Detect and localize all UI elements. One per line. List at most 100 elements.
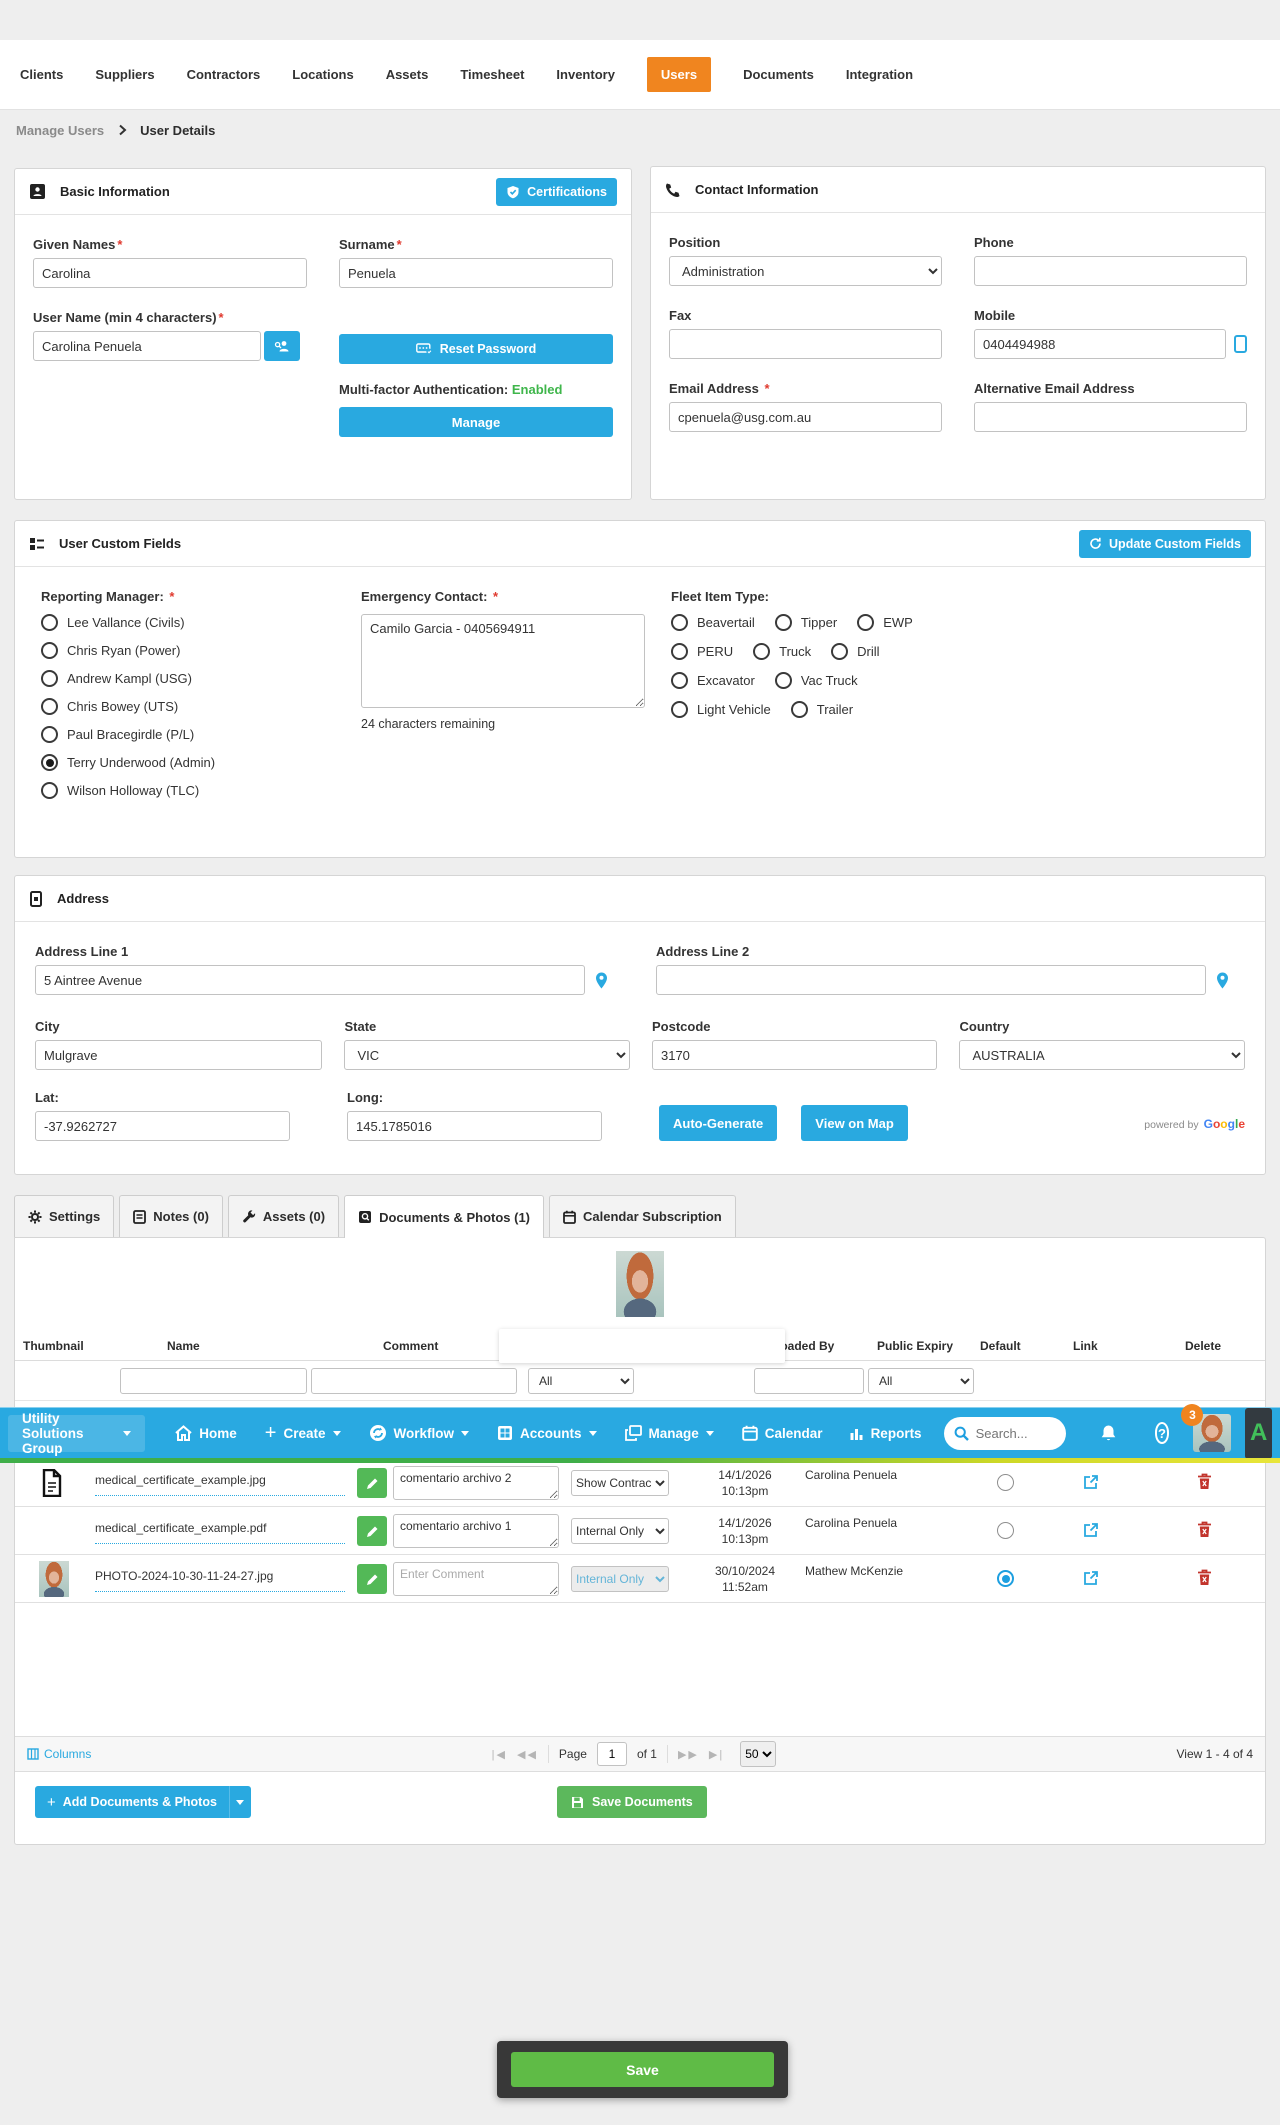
long-input[interactable]: [347, 1111, 602, 1141]
phone-input[interactable]: [974, 256, 1247, 286]
tab-inventory[interactable]: Inventory: [556, 67, 615, 82]
radio-icon[interactable]: [41, 670, 58, 687]
col-comment[interactable]: Comment: [383, 1339, 439, 1353]
radio-icon[interactable]: [671, 701, 688, 718]
external-link-icon[interactable]: [1083, 1570, 1099, 1586]
tab-notes[interactable]: Notes (0): [119, 1195, 223, 1237]
fleet-option[interactable]: Light Vehicle: [671, 701, 771, 718]
map-pin-icon[interactable]: [1216, 972, 1229, 989]
document-name[interactable]: medical_certificate_example.pdf: [95, 1521, 345, 1544]
radio-icon[interactable]: [671, 643, 688, 660]
tab-documents-photos[interactable]: Documents & Photos (1): [344, 1195, 545, 1238]
visibility-select[interactable]: Internal Only: [571, 1518, 669, 1544]
tab-locations[interactable]: Locations: [292, 67, 354, 82]
next-page-button[interactable]: ▶▶: [677, 1748, 699, 1761]
radio-icon[interactable]: [41, 782, 58, 799]
fleet-option[interactable]: Drill: [831, 643, 880, 660]
radio-icon[interactable]: [790, 701, 808, 718]
save-button[interactable]: Save: [511, 2052, 774, 2087]
first-page-button[interactable]: |◀: [491, 1748, 507, 1761]
comment-textarea[interactable]: comentario archivo 2: [393, 1466, 559, 1500]
email-input[interactable]: [669, 402, 942, 432]
external-link-icon[interactable]: [1083, 1522, 1099, 1538]
tab-suppliers[interactable]: Suppliers: [95, 67, 155, 82]
filter-uploaded-input[interactable]: [754, 1368, 864, 1394]
reporting-manager-option[interactable]: Wilson Holloway (TLC): [41, 782, 361, 799]
address-line2-input[interactable]: [656, 965, 1206, 995]
reporting-manager-option[interactable]: Andrew Kampl (USG): [41, 670, 361, 687]
tab-settings[interactable]: Settings: [14, 1195, 115, 1237]
col-public-expiry[interactable]: Public Expiry: [877, 1339, 954, 1353]
radio-icon[interactable]: [41, 726, 58, 743]
country-select[interactable]: AUSTRALIA: [959, 1040, 1245, 1070]
emergency-contact-textarea[interactable]: Camilo Garcia - 0405694911: [361, 614, 645, 708]
notifications-bell-icon[interactable]: [1100, 1424, 1117, 1442]
reporting-manager-option[interactable]: Chris Ryan (Power): [41, 642, 361, 659]
fleet-option[interactable]: Tipper: [774, 614, 837, 631]
notification-count-badge[interactable]: 3: [1181, 1404, 1204, 1426]
nav-calendar[interactable]: Calendar: [742, 1425, 823, 1441]
tab-assets[interactable]: Assets: [385, 67, 429, 82]
edit-name-button[interactable]: [357, 1516, 387, 1546]
last-page-button[interactable]: ▶|: [708, 1748, 725, 1761]
radio-icon[interactable]: [753, 643, 771, 660]
filter-comment-input[interactable]: [311, 1368, 517, 1394]
tab-documents[interactable]: Documents: [743, 67, 814, 82]
alt-email-input[interactable]: [974, 402, 1247, 432]
tab-calendar-subscription[interactable]: Calendar Subscription: [549, 1195, 736, 1237]
tab-clients[interactable]: Clients: [20, 67, 64, 82]
reporting-manager-option[interactable]: Lee Vallance (Civils): [41, 614, 361, 631]
col-name[interactable]: Name: [167, 1339, 200, 1353]
edit-name-button[interactable]: [357, 1468, 387, 1498]
tab-timesheet[interactable]: Timesheet: [460, 67, 525, 82]
fleet-option[interactable]: Beavertail: [671, 614, 755, 631]
user-lookup-button[interactable]: [264, 331, 300, 361]
reporting-manager-option[interactable]: Chris Bowey (UTS): [41, 698, 361, 715]
fleet-option[interactable]: Vac Truck: [774, 672, 858, 689]
surname-input[interactable]: [339, 258, 613, 288]
radio-icon[interactable]: [774, 614, 792, 631]
radio-icon[interactable]: [41, 614, 58, 631]
fleet-option[interactable]: Trailer: [790, 701, 853, 718]
tab-integration[interactable]: Integration: [845, 67, 914, 82]
default-radio[interactable]: [997, 1474, 1014, 1491]
filter-name-input[interactable]: [120, 1368, 307, 1394]
fax-input[interactable]: [669, 329, 942, 359]
page-size-select[interactable]: 50: [740, 1741, 777, 1767]
visibility-select[interactable]: Show Contrac: [571, 1470, 669, 1496]
radio-icon[interactable]: [671, 614, 688, 631]
radio-icon[interactable]: [857, 614, 875, 631]
radio-icon[interactable]: [41, 642, 58, 659]
nav-home[interactable]: Home: [175, 1425, 237, 1441]
delete-trash-icon[interactable]: [1197, 1569, 1212, 1586]
lat-input[interactable]: [35, 1111, 290, 1141]
col-uploaded-by[interactable]: loaded By: [777, 1339, 835, 1353]
postcode-input[interactable]: [651, 1040, 938, 1070]
tab-users[interactable]: Users: [646, 57, 712, 92]
tab-assets[interactable]: Assets (0): [227, 1195, 340, 1237]
certifications-button[interactable]: Certifications: [496, 177, 617, 206]
photo-thumbnail[interactable]: [39, 1561, 69, 1597]
radio-checked-icon[interactable]: [41, 754, 58, 771]
state-select[interactable]: VIC: [344, 1040, 630, 1070]
default-radio-checked[interactable]: [997, 1570, 1014, 1587]
address-line1-input[interactable]: [35, 965, 585, 995]
prev-page-button[interactable]: ◀◀: [516, 1748, 538, 1761]
radio-icon[interactable]: [41, 698, 58, 715]
radio-icon[interactable]: [831, 643, 849, 660]
auto-generate-button[interactable]: Auto-Generate: [659, 1105, 778, 1141]
add-documents-caret-button[interactable]: [228, 1786, 251, 1818]
map-pin-icon[interactable]: [595, 972, 608, 989]
radio-icon[interactable]: [774, 672, 792, 689]
add-documents-button[interactable]: + Add Documents & Photos: [35, 1786, 229, 1818]
position-select[interactable]: Administration: [669, 256, 942, 286]
document-name[interactable]: medical_certificate_example.jpg: [95, 1473, 345, 1496]
mfa-manage-button[interactable]: Manage: [339, 407, 613, 437]
nav-accounts[interactable]: Accounts: [497, 1425, 597, 1441]
reporting-manager-option[interactable]: Paul Bracegirdle (P/L): [41, 726, 361, 743]
columns-button[interactable]: Columns: [27, 1747, 91, 1761]
external-link-icon[interactable]: [1083, 1474, 1099, 1490]
help-icon[interactable]: ?: [1154, 1422, 1170, 1444]
save-documents-button[interactable]: Save Documents: [557, 1786, 707, 1818]
reset-password-button[interactable]: Reset Password: [339, 334, 613, 364]
